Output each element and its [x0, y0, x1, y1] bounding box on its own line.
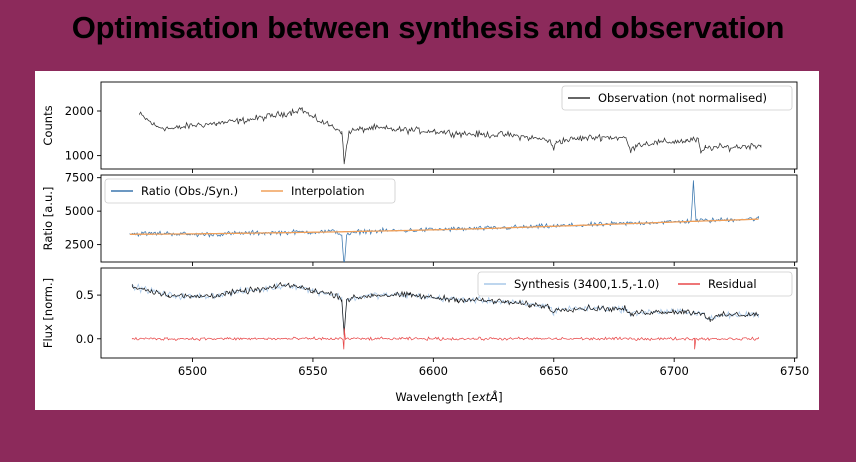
y-tick-label: 7500 — [65, 171, 94, 185]
y-axis-label: Ratio [a.u.] — [41, 187, 55, 251]
observed-flux-line — [131, 281, 759, 336]
axes-frame — [100, 81, 798, 170]
subplot-bottom: 0.0 0.5 6500 6550 6600 6650 6700 6750 Flux [norm… — [41, 267, 809, 404]
y-axis-label: Counts — [41, 105, 55, 145]
legend-box — [561, 85, 793, 111]
y-tick-label: 1000 — [65, 149, 94, 163]
legend-label-residual: Residual — [708, 277, 757, 291]
subplot-top: 1000 2000 Counts Observation (not normalise… — [41, 81, 798, 173]
series-line-Interpolation — [129, 218, 759, 235]
legend-label-interpolation: Interpolation — [291, 184, 365, 198]
axes-frame — [100, 267, 798, 359]
y-tick-label: 0.0 — [76, 332, 94, 346]
series-line-Observation (not normalised) — [139, 106, 762, 165]
legend-label-observation: Observation (not normalised) — [598, 91, 767, 105]
slide-title: Optimisation between synthesis and obser… — [71, 10, 785, 45]
x-axis-label: Wavelength [extÅ] — [395, 389, 502, 404]
x-tick-label: 6700 — [660, 364, 689, 378]
legend-box — [104, 178, 396, 204]
x-tick-label: 6600 — [419, 364, 448, 378]
figure-svg: 1000 2000 Counts Observation (not normalise… — [41, 81, 809, 404]
x-tick-label: 6750 — [780, 364, 809, 378]
legend-label-ratio: Ratio (Obs./Syn.) — [141, 184, 238, 198]
x-tick-label: 6650 — [539, 364, 568, 378]
y-tick-label: 0.5 — [76, 288, 94, 302]
x-tick-label: 6550 — [298, 364, 327, 378]
legend-box — [477, 271, 793, 297]
y-tick-label: 5000 — [65, 204, 94, 218]
figure-panel: 1000 2000 Counts Observation (not normalise… — [35, 71, 819, 410]
y-tick-label: 2000 — [65, 104, 94, 118]
series-line-Residual — [131, 328, 759, 350]
subplot-middle: 2500 5000 7500 Ratio [a.u.] Ratio (Obs./Syn.… — [41, 171, 798, 266]
y-axis-label: Flux [norm.] — [41, 278, 55, 348]
axes-frame — [100, 174, 798, 263]
y-tick-label: 2500 — [65, 238, 94, 252]
legend-label-synthesis: Synthesis (3400,1.5,-1.0) — [514, 277, 659, 291]
x-tick-label: 6500 — [178, 364, 207, 378]
